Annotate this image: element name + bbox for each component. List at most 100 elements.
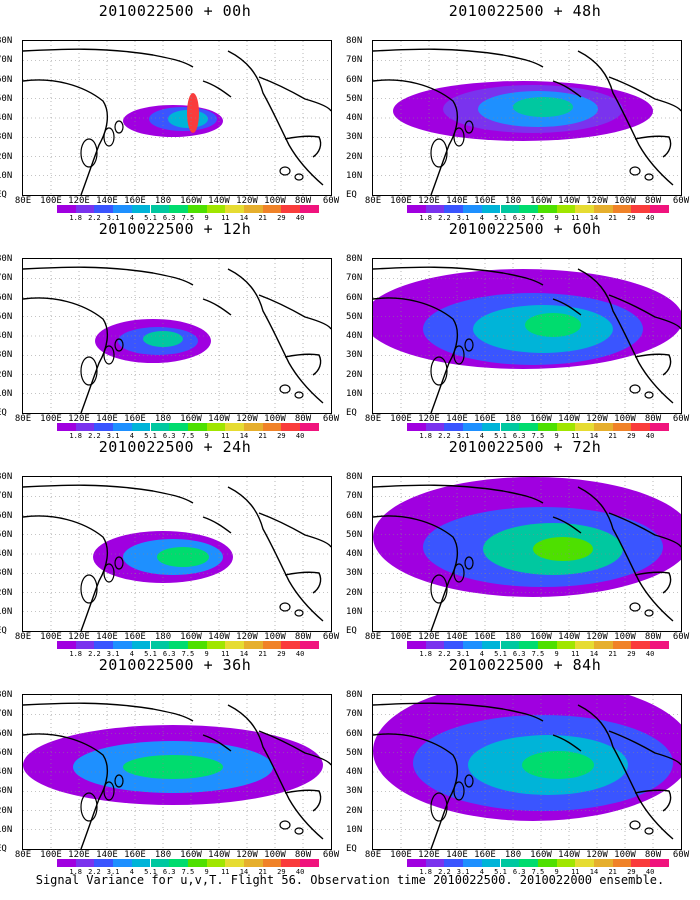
colorbar-swatch [113,423,132,431]
colorbar-label: 11 [571,650,580,658]
lat-label: 50N [0,311,13,322]
island-outline [294,827,304,835]
colorbar-label: 1.8 [69,214,83,222]
colorbar-label: 5.1 [494,214,507,222]
coastline [284,789,322,812]
colorbar-label: 11 [221,432,230,440]
lon-label: 120W [236,196,258,206]
lon-label: 80W [644,196,662,206]
colorbar-swatch [444,859,464,867]
lon-label: 100W [264,632,286,642]
lat-label: 70N [346,273,363,284]
colorbar-swatch [556,423,576,431]
lat-label: 10N [346,170,363,181]
colorbar-swatch [281,859,301,867]
colorbar-label: 2.2 [88,214,101,222]
lon-label: 160E [124,196,146,206]
colorbar-label: 29 [627,214,636,222]
colorbar-label: 29 [277,432,286,440]
colorbar-label: 4 [129,650,134,658]
colorbar-label: 21 [608,868,617,876]
colorbar-swatch [300,859,319,867]
colorbar-label: 1.8 [419,650,433,658]
colorbar-swatch [650,859,669,867]
lat-label: 30N [346,568,363,579]
island-outline [279,166,291,176]
colorbar-swatch [425,423,445,431]
colorbar-swatch [150,205,170,213]
lon-label: 80W [294,414,312,424]
lat-label: 50N [0,529,13,540]
lat-label: 20N [0,587,13,598]
lat-label: 70N [0,709,13,720]
lon-label: 100E [390,414,412,424]
colorbar-swatch [113,859,132,867]
colorbar-swatch [537,205,557,213]
lon-label: 160E [474,414,496,424]
colorbar-label: 1.8 [69,432,83,440]
colorbar-swatch [57,641,76,649]
lon-label: 140E [96,632,118,642]
lon-label: 100W [264,414,286,424]
coastline [373,79,459,195]
lon-label: 140E [446,632,468,642]
colorbar-label: 2.2 [438,868,451,876]
colorbar-label: 14 [239,214,249,222]
colorbar-swatch [187,641,207,649]
colorbar-label: 14 [239,432,249,440]
coastline [23,79,109,195]
colorbar-swatch [575,859,594,867]
lon-label: 100E [40,414,62,424]
colorbar-swatch [481,641,501,649]
coastline [227,50,324,186]
colorbar-swatch [481,205,501,213]
colorbar-label: 5.1 [144,868,157,876]
map-canvas [373,477,681,631]
colorbar-swatch [94,859,114,867]
coastline [634,353,672,376]
lat-label: 60N [346,728,363,739]
colorbar-swatch [407,641,426,649]
lat-label: 10N [346,388,363,399]
lat-label: 60N [0,510,13,521]
lat-label: 60N [346,74,363,85]
map-canvas [23,477,331,631]
lon-label: 80E [14,414,32,424]
lat-label: 60N [0,292,13,303]
colorbar-swatch [113,641,132,649]
lon-label: 100W [264,850,286,860]
lat-label: 30N [0,786,13,797]
map-canvas [373,695,681,849]
island-outline [644,173,654,181]
colorbar-label: 5.1 [144,432,157,440]
lat-label: 70N [0,491,13,502]
lat-label: 10N [346,606,363,617]
colorbar-label: 21 [258,432,267,440]
colorbar-swatch [425,205,445,213]
colorbar-label: 11 [221,214,230,222]
map-panel: 2010022500 + 48h 80N 70N 60N 50N 40N 30N 20N 10N… [346,0,700,222]
lat-label: 80N [346,254,363,264]
lat-label: EQ [346,844,357,854]
lat-label: 50N [0,93,13,104]
coastline [373,515,459,631]
colorbar-label: 40 [645,214,655,222]
lon-label: 60W [672,196,690,206]
island-outline [80,138,98,168]
colorbar-label: 40 [645,868,655,876]
lon-label: 80W [294,850,312,860]
lat-label: 50N [346,311,363,322]
colorbar-swatch [131,423,151,431]
colorbar-label: 29 [277,650,286,658]
lon-label: 120W [586,196,608,206]
colorbar-swatch [556,859,576,867]
lat-label: 70N [0,55,13,66]
lon-label: 140W [558,414,580,424]
map-panel: 2010022500 + 12h 80N 70N 60N 50N 40N 30N 20N 10N… [0,218,350,440]
colorbar-swatch [206,641,226,649]
colorbar-label: 5.1 [144,650,157,658]
colorbar-swatch [206,859,226,867]
lat-label: 80N [346,690,363,700]
map-area [22,694,332,850]
lat-label: 40N [346,767,363,777]
